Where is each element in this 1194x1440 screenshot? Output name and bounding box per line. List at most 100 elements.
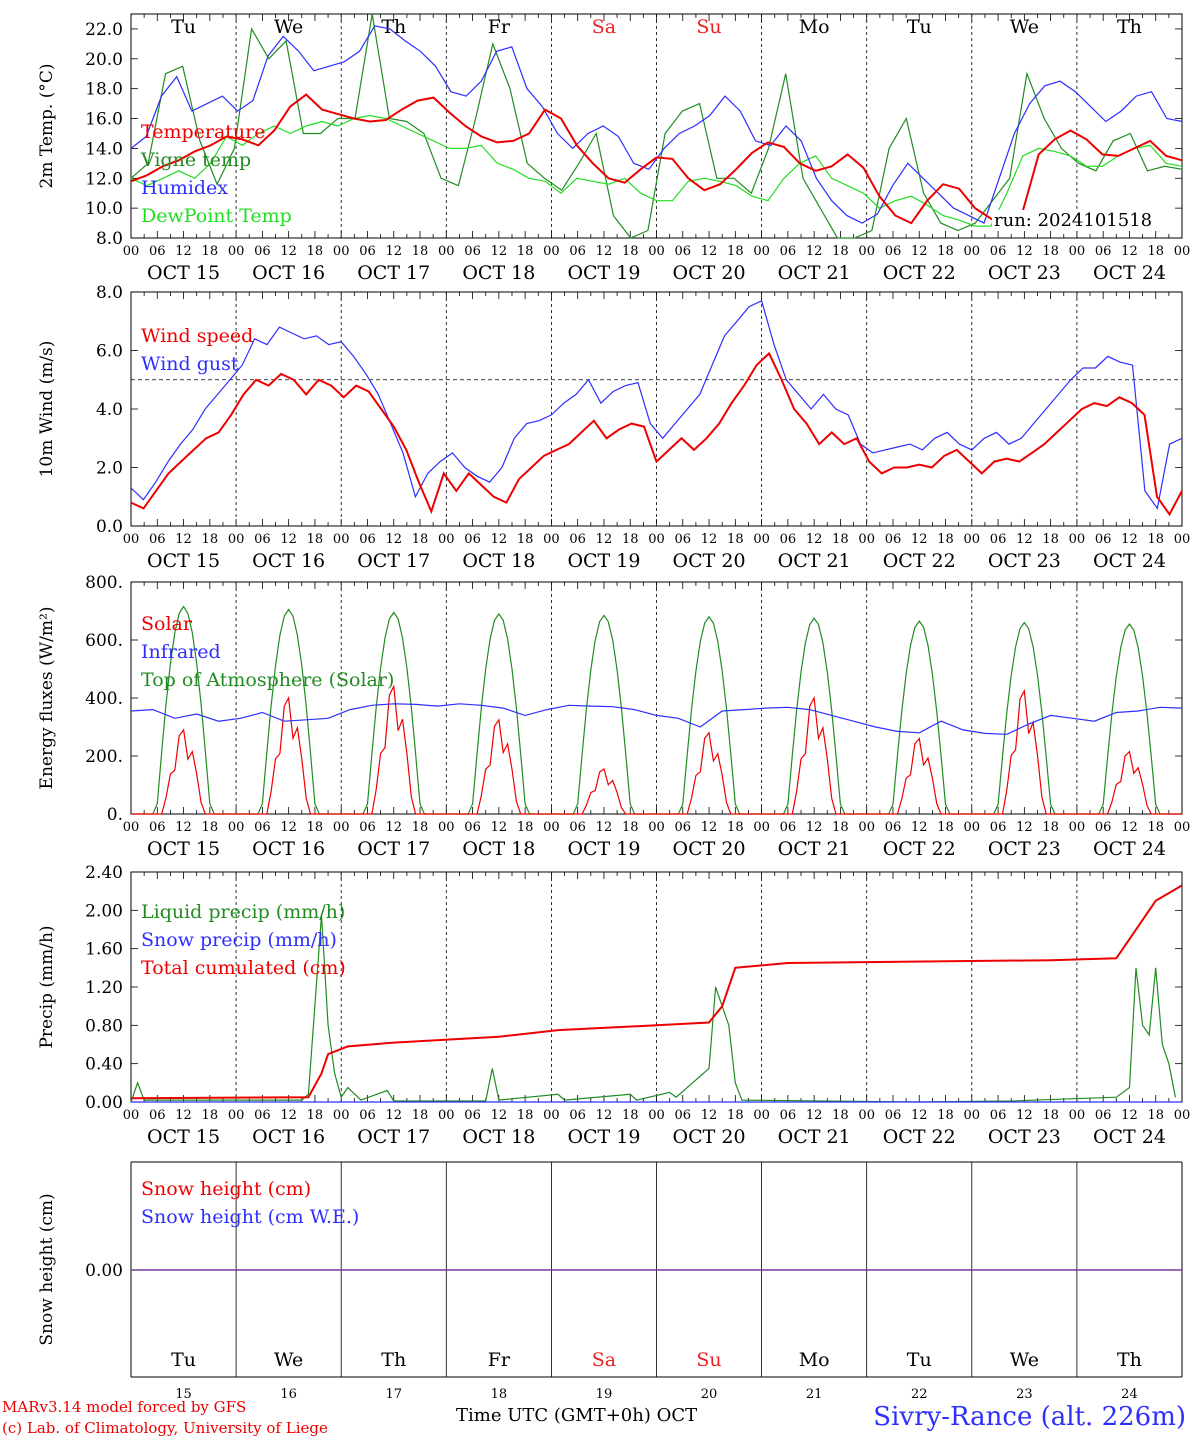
y-tick-label: 0.00 [85,1261,123,1281]
hour-label: 00 [1174,532,1191,547]
hour-label: 18 [622,532,639,547]
hour-label: 18 [1147,1108,1164,1123]
y-tick-label: 20.0 [85,50,123,70]
hour-label: 12 [491,244,508,259]
hour-label: 06 [1095,532,1112,547]
hour-label: 18 [517,244,534,259]
hour-label: 06 [359,820,376,835]
hour-label: 12 [385,1108,402,1123]
series-humidex [130,25,1183,224]
series-wind-speed [130,351,1183,517]
hour-label: 00 [228,1108,245,1123]
hour-label: 18 [832,244,849,259]
y-tick-label: 2.0 [96,459,123,479]
hour-label: 12 [1016,820,1033,835]
date-label: OCT 19 [567,550,640,572]
hour-label: 00 [753,820,770,835]
hour-label: 06 [675,1108,692,1123]
hour-label: 06 [1095,1108,1112,1123]
hour-label: 18 [412,532,429,547]
y-tick-label: 22.0 [85,20,123,40]
hour-label: 18 [307,1108,324,1123]
y-tick-label: 800. [85,573,123,593]
day-number-label: 19 [596,1387,613,1402]
date-label: OCT 24 [1093,262,1166,284]
hour-label: 12 [385,244,402,259]
hour-label: 12 [911,532,928,547]
date-label: OCT 21 [778,262,851,284]
hour-label: 06 [780,532,797,547]
hour-label: 18 [937,532,954,547]
weekday-label: Mo [799,16,830,38]
legend-entry: Humidex [141,177,228,199]
y-axis-label-0: 2m Temp. (°C) [37,63,57,188]
weekday-label: We [274,1349,303,1371]
hour-label: 12 [596,1108,613,1123]
hour-label: 12 [280,532,297,547]
weekday-label: Sa [592,16,616,38]
series-total-cumulated [130,884,1183,1100]
legend-entry: Vigne temp [140,149,251,171]
hour-label: 00 [543,1108,560,1123]
hour-label: 00 [123,820,140,835]
hour-label: 18 [1147,244,1164,259]
hour-label: 12 [806,1108,823,1123]
hour-label: 18 [517,820,534,835]
hour-label: 18 [622,1108,639,1123]
hour-label: 12 [175,1108,192,1123]
hour-label: 12 [280,820,297,835]
hour-label: 06 [464,1108,481,1123]
hour-label: 12 [1016,1108,1033,1123]
hour-label: 18 [937,1108,954,1123]
hour-label: 12 [806,532,823,547]
weekday-label: We [1010,16,1039,38]
hour-label: 12 [596,820,613,835]
hour-label: 12 [491,820,508,835]
hour-label: 00 [1174,244,1191,259]
legend-entry: Infrared [141,641,221,663]
y-tick-label: 10.0 [85,199,123,219]
hour-label: 00 [333,244,350,259]
hour-label: 12 [1016,532,1033,547]
hour-label: 06 [464,244,481,259]
hour-label: 00 [543,820,560,835]
hour-label: 12 [701,1108,718,1123]
hour-label: 18 [832,1108,849,1123]
date-label: OCT 15 [147,262,220,284]
hour-label: 12 [280,244,297,259]
hour-label: 18 [202,532,219,547]
series-vigne-temp [130,13,1183,239]
hour-label: 12 [175,532,192,547]
y-tick-label: 1.20 [85,978,123,998]
hour-label: 00 [648,244,665,259]
hour-label: 06 [254,244,271,259]
date-label: OCT 15 [147,1126,220,1148]
hour-label: 06 [1095,244,1112,259]
hour-label: 18 [1042,244,1059,259]
hour-label: 18 [727,244,744,259]
hour-label: 06 [990,532,1007,547]
series-liquid-precip [130,915,1176,1103]
date-label: OCT 17 [357,1126,430,1148]
series-infrared [130,703,1183,735]
hour-label: 18 [307,532,324,547]
hour-label: 00 [648,1108,665,1123]
date-label: OCT 23 [988,1126,1061,1148]
series-solar [131,684,1182,815]
hour-label: 00 [858,1108,875,1123]
date-label: OCT 16 [252,838,325,860]
weekday-label: Su [696,16,721,38]
date-label: OCT 22 [883,1126,956,1148]
time-axis-label: Time UTC (GMT+0h) OCT [456,1405,698,1426]
day-number-label: 23 [1016,1387,1033,1402]
date-label: OCT 23 [988,262,1061,284]
date-label: OCT 17 [357,262,430,284]
hour-label: 12 [596,532,613,547]
weekday-label: Tu [907,1349,932,1371]
series-wind-gust [130,299,1183,510]
hour-label: 12 [596,244,613,259]
hour-label: 06 [149,820,166,835]
hour-label: 06 [780,820,797,835]
hour-label: 12 [1121,1108,1138,1123]
